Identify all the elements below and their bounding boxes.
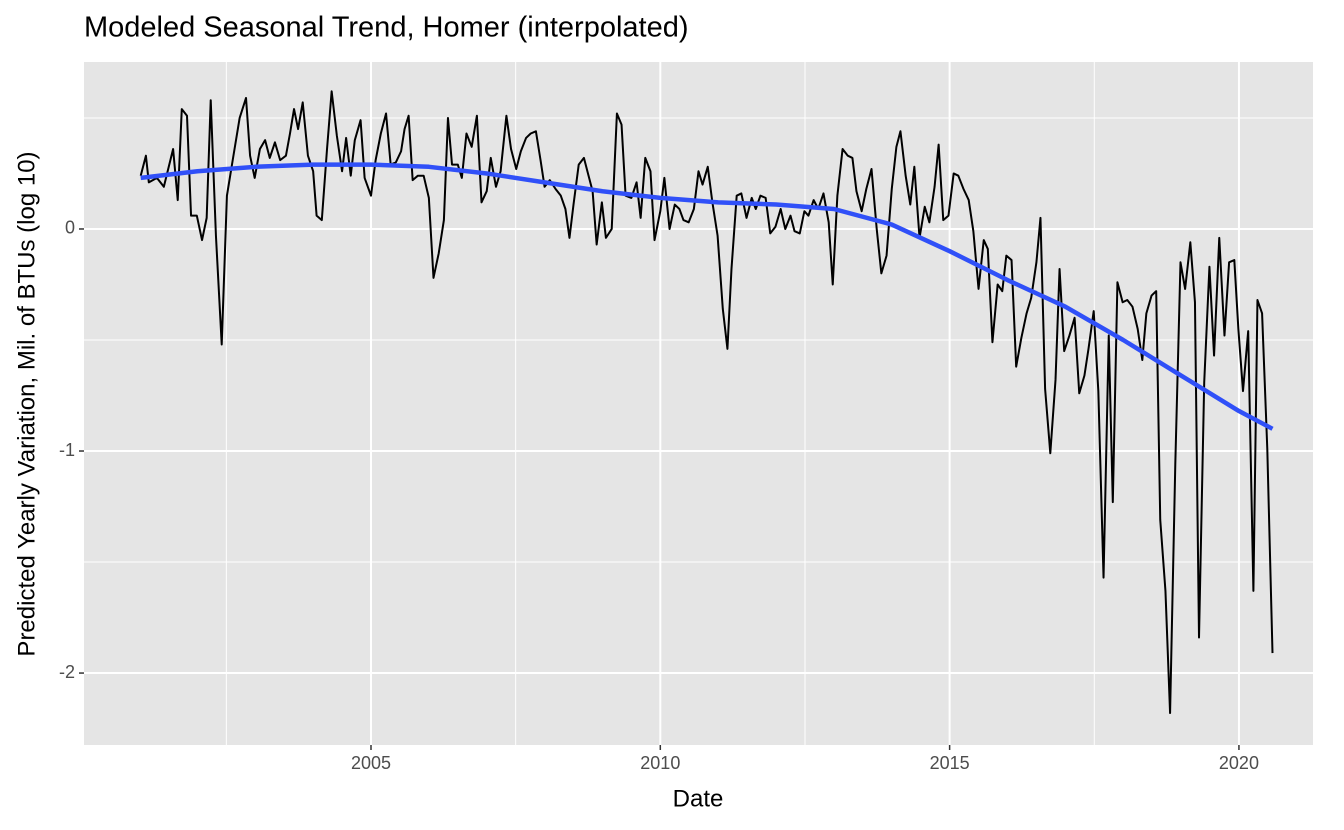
x-tick-label: 2005	[351, 753, 391, 773]
series-line	[140, 162, 1274, 431]
x-axis-title: Date	[673, 785, 724, 812]
chart-title: Modeled Seasonal Trend, Homer (interpola…	[84, 12, 689, 44]
x-tick-label: 2010	[640, 753, 680, 773]
x-tick-label: 2020	[1219, 753, 1259, 773]
y-tick-label: -2	[59, 662, 75, 682]
y-axis-title: Predicted Yearly Variation, Mil. of BTUs…	[13, 151, 40, 656]
y-tick-label: 0	[65, 218, 75, 238]
y-tick-label: -1	[59, 440, 75, 460]
x-tick-label: 2015	[930, 753, 970, 773]
